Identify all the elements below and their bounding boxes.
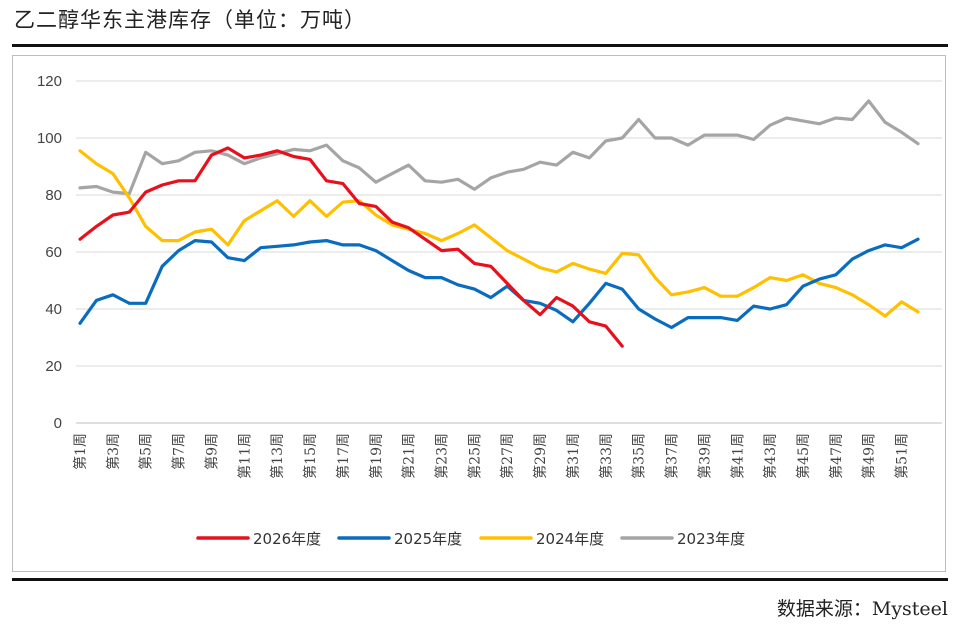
y-tick-label: 120 <box>37 73 62 90</box>
x-tick-label: 第15周 <box>302 433 319 479</box>
series-line-2025年度 <box>78 237 920 330</box>
x-tick-label: 第17周 <box>335 433 352 479</box>
x-tick-label: 第3周 <box>105 433 122 470</box>
series-line-2026年度 <box>78 146 624 348</box>
x-tick-label: 第41周 <box>729 433 746 479</box>
x-tick-label: 第11周 <box>236 433 253 479</box>
x-tick-label: 第49周 <box>861 433 878 479</box>
data-source: 数据来源：Mysteel <box>776 598 948 620</box>
footer-divider <box>12 578 948 581</box>
series-line-2023年度 <box>78 99 920 196</box>
chart-title: 乙二醇华东主港库存（单位：万吨） <box>14 8 366 32</box>
y-tick-label: 0 <box>54 415 62 432</box>
x-tick-label: 第21周 <box>401 433 418 479</box>
x-tick-label: 第9周 <box>203 433 220 470</box>
x-tick-label: 第25周 <box>466 433 483 479</box>
x-tick-label: 第27周 <box>499 433 516 479</box>
legend-label: 2026年度 <box>253 530 321 548</box>
x-tick-label: 第47周 <box>828 433 845 479</box>
x-tick-label: 第23周 <box>433 433 450 479</box>
x-tick-label: 第5周 <box>138 433 155 470</box>
y-tick-label: 80 <box>45 187 62 204</box>
x-tick-label: 第29周 <box>532 433 549 479</box>
chart-frame <box>12 55 946 572</box>
series-line-2024年度 <box>78 149 920 318</box>
legend-label: 2024年度 <box>536 530 604 548</box>
legend-label: 2023年度 <box>677 530 745 548</box>
legend-label: 2025年度 <box>394 530 462 548</box>
y-tick-label: 60 <box>45 244 62 261</box>
x-tick-label: 第31周 <box>565 433 582 479</box>
y-tick-label: 40 <box>45 301 62 318</box>
y-tick-label: 20 <box>45 358 62 375</box>
y-axis: 0 20 40 60 80 100 120 <box>37 73 62 432</box>
x-tick-label: 第19周 <box>368 433 385 479</box>
grid-layer <box>76 80 942 424</box>
x-tick-label: 第37周 <box>664 433 681 479</box>
x-tick-label: 第33周 <box>598 433 615 479</box>
y-tick-label: 100 <box>37 130 62 147</box>
series-layer <box>78 99 920 348</box>
x-tick-label: 第35周 <box>631 433 648 479</box>
legend: 2026年度 2025年度 2024年度 2023年度 <box>196 530 745 548</box>
x-tick-label: 第7周 <box>171 433 188 470</box>
x-axis: 第1周 第3周 第5周 第7周 第9周 第11周 第13周 第15周 第17周 第19周 第21周第… <box>72 433 911 479</box>
x-tick-label: 第13周 <box>269 433 286 479</box>
x-tick-label: 第1周 <box>72 433 89 470</box>
x-tick-label: 第43周 <box>762 433 779 479</box>
title-divider <box>12 44 948 47</box>
x-tick-label: 第51周 <box>894 433 911 479</box>
x-tick-label: 第39周 <box>696 433 713 479</box>
x-tick-label: 第45周 <box>795 433 812 479</box>
